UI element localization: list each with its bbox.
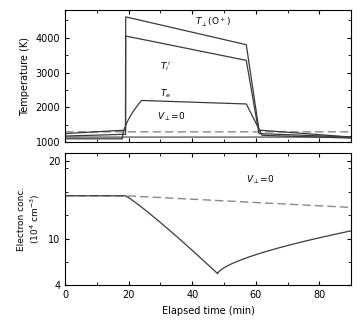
Text: $V_\perp\!=\!0$: $V_\perp\!=\!0$ [157, 111, 186, 123]
Text: $T_e$: $T_e$ [160, 88, 172, 100]
Y-axis label: Electron conc.
$(10^4\ \mathrm{cm}^{-3})$: Electron conc. $(10^4\ \mathrm{cm}^{-3})… [17, 187, 42, 251]
Text: $T_\perp(\mathrm{O}^+)$: $T_\perp(\mathrm{O}^+)$ [195, 16, 231, 29]
Text: $T_i{'}$: $T_i{'}$ [160, 60, 172, 72]
Text: $V_\perp\!=\!0$: $V_\perp\!=\!0$ [246, 174, 275, 186]
Y-axis label: Temperature (K): Temperature (K) [20, 36, 30, 115]
X-axis label: Elapsed time (min): Elapsed time (min) [162, 306, 254, 316]
